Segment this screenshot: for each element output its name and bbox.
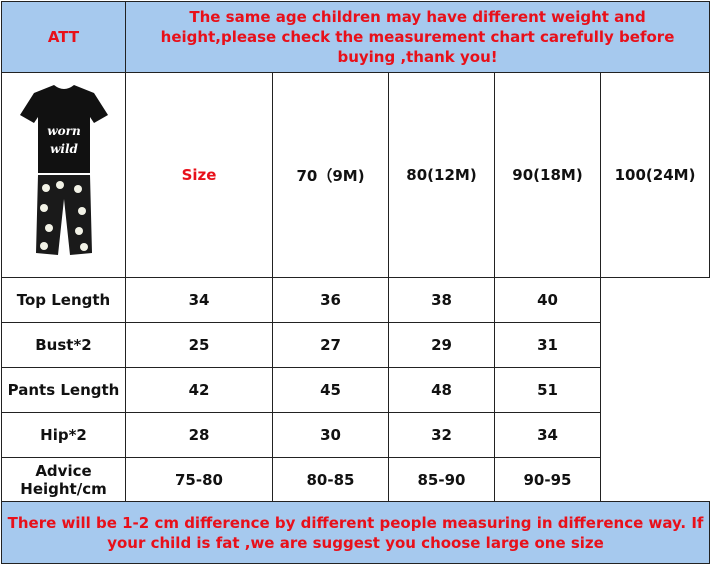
product-image: worn wild: [19, 85, 108, 255]
cell: 36: [272, 277, 389, 323]
cell: 80-85: [272, 457, 389, 502]
column-header: Size: [125, 72, 273, 278]
row-label: Top Length: [1, 277, 126, 323]
brand: ATT: [1, 1, 126, 73]
cell: 28: [125, 412, 273, 458]
cell: 90-95: [494, 457, 601, 502]
svg-text:wild: wild: [50, 142, 78, 156]
footer-note: There will be 1-2 cm difference by diffe…: [0, 501, 711, 564]
cell: 25: [125, 322, 273, 368]
cell: 32: [388, 412, 495, 458]
cell: 51: [494, 367, 601, 413]
cell: 48: [388, 367, 495, 413]
cell: 29: [388, 322, 495, 368]
cell: 38: [388, 277, 495, 323]
cell: 45: [272, 367, 389, 413]
column-header: 90(18M): [494, 72, 601, 278]
cell: 34: [494, 412, 601, 458]
row-label: Pants Length: [1, 367, 126, 413]
cell: 27: [272, 322, 389, 368]
row-label: Bust*2: [1, 322, 126, 368]
cell: 75-80: [125, 457, 273, 502]
column-header: 80(12M): [388, 72, 495, 278]
cell: 34: [125, 277, 273, 323]
notice: The same age children may have different…: [124, 1, 711, 73]
column-header: 100(24M): [599, 72, 711, 278]
cell: 30: [272, 412, 389, 458]
row-label: Advice Height/cm: [1, 457, 126, 502]
column-header: 70（9M): [272, 72, 389, 278]
svg-text:worn: worn: [47, 124, 80, 138]
row-label: Hip*2: [1, 412, 126, 458]
cell: 42: [125, 367, 273, 413]
cell: 31: [494, 322, 601, 368]
row-label-text: Advice Height/cm: [20, 461, 107, 498]
cell: 85-90: [388, 457, 495, 502]
product-image-cell: worn wild: [1, 72, 126, 278]
cell: 40: [494, 277, 601, 323]
